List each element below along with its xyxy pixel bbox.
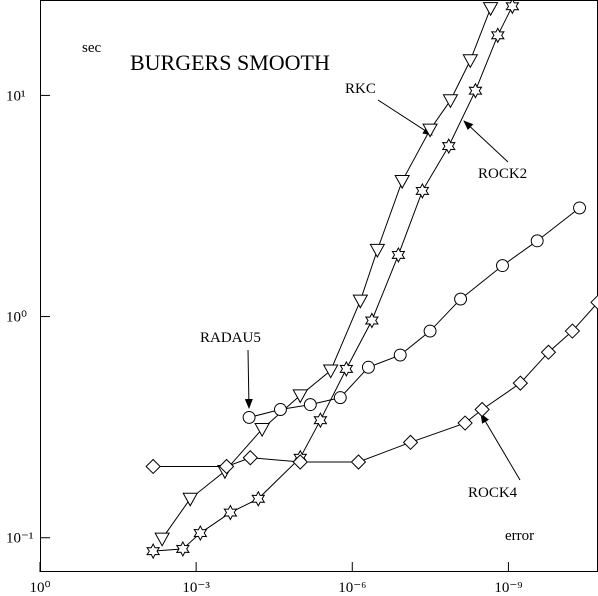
- marker: [193, 524, 208, 542]
- x-axis-label: error: [505, 528, 534, 544]
- marker: [242, 410, 256, 424]
- x-tick-label: 10⁻⁶: [338, 580, 366, 596]
- y-tick-label: 10⁰: [6, 310, 27, 326]
- y-tick-label: 10⁻¹: [6, 531, 33, 547]
- series-line: [153, 6, 513, 552]
- arrow: [244, 349, 253, 409]
- marker: [512, 375, 529, 391]
- marker: [402, 434, 419, 451]
- series-line: [248, 207, 580, 418]
- marker: [223, 504, 238, 521]
- y-tick-label: 10¹: [6, 88, 26, 104]
- marker: [218, 458, 235, 475]
- marker: [423, 324, 437, 338]
- marker: [530, 234, 544, 248]
- marker: [364, 312, 379, 329]
- series-line: [153, 301, 598, 467]
- arrow: [463, 120, 509, 163]
- marker: [292, 389, 309, 404]
- marker: [442, 94, 459, 109]
- marker: [182, 492, 199, 507]
- marker: [339, 360, 354, 377]
- marker: [441, 138, 456, 155]
- marker: [154, 532, 170, 547]
- marker: [350, 454, 367, 470]
- x-tick-label: 10⁻⁹: [494, 580, 522, 596]
- marker: [313, 412, 328, 429]
- marker: [273, 403, 287, 416]
- marker: [254, 422, 270, 438]
- marker: [496, 259, 509, 273]
- annotations: RKC ROCK2 RADAU5 ROCK4: [200, 81, 527, 501]
- arrow: [377, 99, 433, 136]
- series-label: RKC: [345, 81, 376, 97]
- marker: [457, 415, 473, 431]
- marker: [564, 323, 581, 339]
- marker: [482, 2, 499, 17]
- x-tick-label: 10⁰: [29, 580, 50, 596]
- marker: [391, 246, 406, 263]
- y-axis-label: sec: [82, 40, 101, 56]
- marker: [393, 348, 407, 362]
- marker: [474, 401, 490, 418]
- marker: [251, 490, 266, 507]
- x-tick-label: 10⁻³: [182, 580, 210, 596]
- marker: [590, 294, 598, 311]
- marker: [454, 292, 468, 306]
- marker: [361, 360, 375, 374]
- series-label: ROCK4: [468, 485, 518, 501]
- marker: [146, 543, 161, 560]
- marker: [490, 27, 505, 44]
- marker: [303, 398, 317, 412]
- marker: [505, 0, 520, 15]
- marker: [573, 201, 586, 215]
- marker: [333, 391, 347, 405]
- chart-title: BURGERS SMOOTH: [130, 50, 330, 75]
- marker: [322, 364, 339, 379]
- marker: [352, 294, 369, 309]
- marker: [415, 182, 430, 199]
- marker: [462, 54, 479, 69]
- marker: [422, 123, 438, 138]
- marker: [175, 540, 190, 558]
- series-label: RADAU5: [200, 330, 261, 346]
- marker: [468, 82, 483, 99]
- series-label: ROCK2: [478, 166, 527, 182]
- series-line: [161, 7, 492, 539]
- marker: [369, 243, 386, 259]
- arrow: [480, 413, 521, 481]
- marker: [292, 454, 308, 470]
- marker: [145, 458, 161, 475]
- marker: [540, 344, 557, 360]
- marker: [394, 174, 411, 190]
- marker: [242, 450, 259, 466]
